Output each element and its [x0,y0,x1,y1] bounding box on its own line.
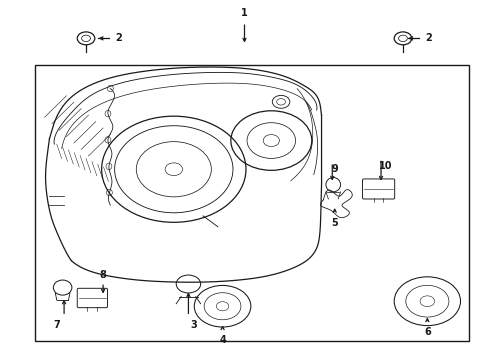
Text: 4: 4 [219,334,225,345]
Text: 5: 5 [331,218,337,228]
Text: 1: 1 [241,8,247,18]
Text: 3: 3 [189,320,196,330]
Bar [35,65,468,341]
Text: 9: 9 [331,164,337,174]
Text: 2: 2 [115,33,122,43]
Text: 2: 2 [424,33,431,43]
Text: 8: 8 [100,270,106,280]
Text: 10: 10 [378,161,392,171]
Text: 7: 7 [53,320,60,330]
Text: 6: 6 [423,327,430,337]
